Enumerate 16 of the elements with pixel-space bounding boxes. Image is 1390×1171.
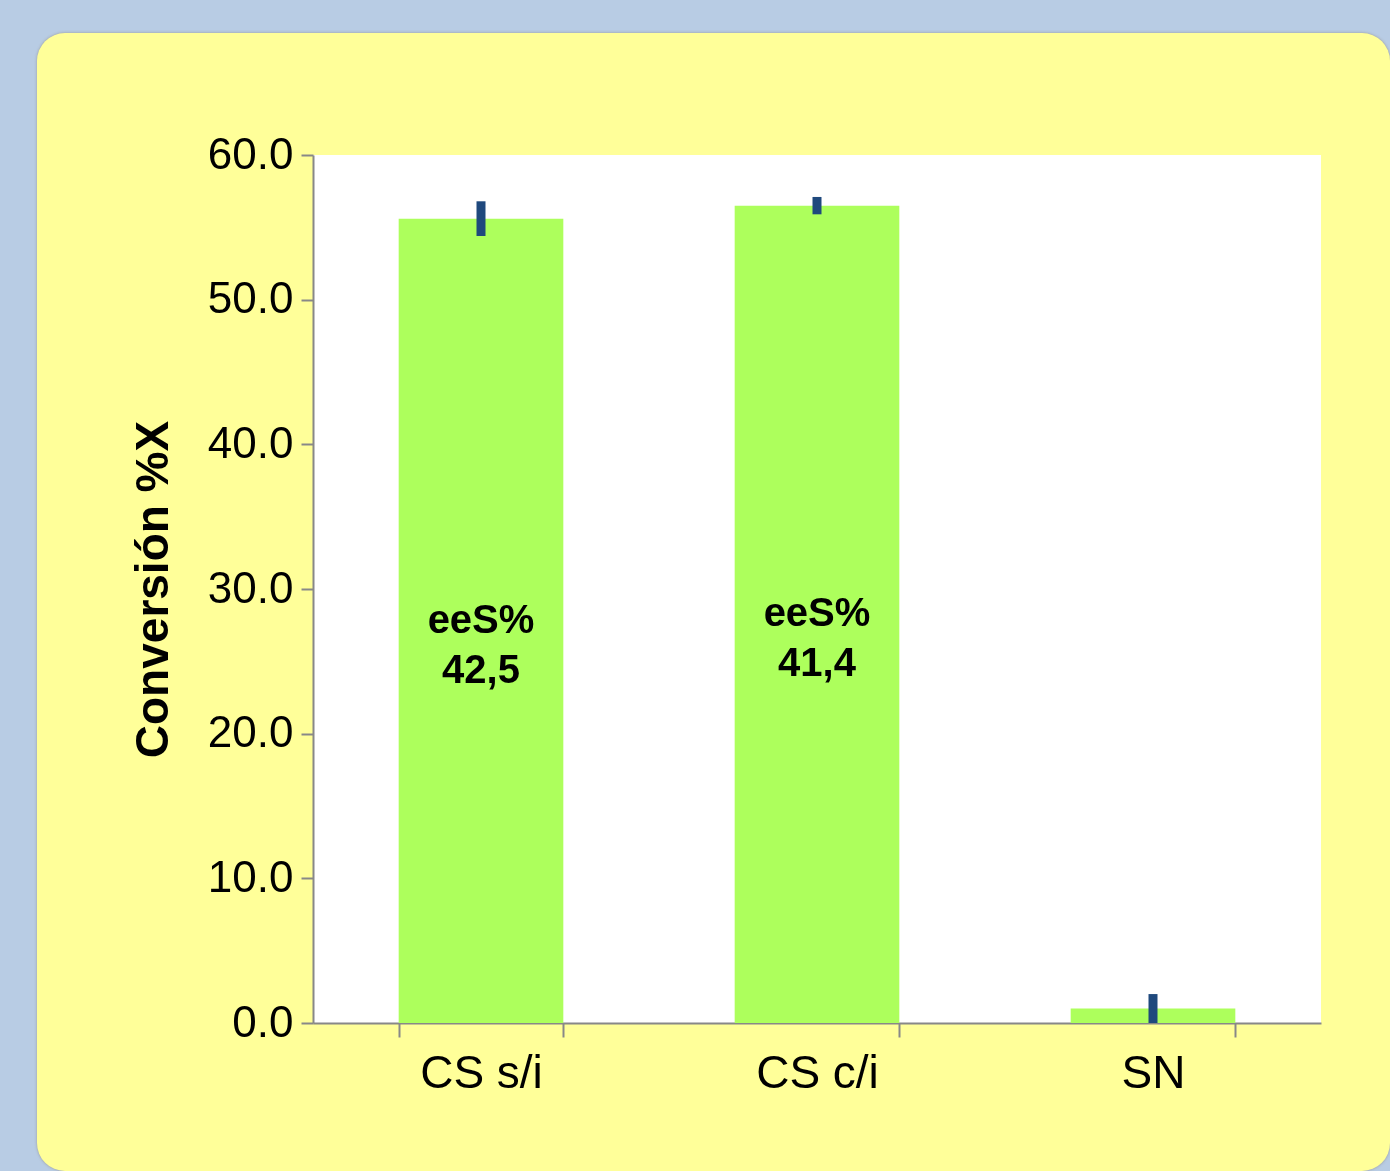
annotation: eeS% 41,4 bbox=[763, 590, 871, 685]
x-tick-label: SN bbox=[1121, 1045, 1186, 1098]
bar bbox=[734, 205, 900, 1023]
bar bbox=[1070, 1008, 1236, 1023]
x-tick-label: CS s/i bbox=[420, 1045, 543, 1098]
y-tick-label: 0.0 bbox=[232, 996, 294, 1046]
y-tick-label: 50.0 bbox=[207, 273, 294, 323]
y-tick-label: 60.0 bbox=[207, 128, 294, 178]
y-axis-title: Conversión %X bbox=[125, 420, 178, 759]
y-tick-label: 30.0 bbox=[207, 562, 294, 612]
y-tick-label: 40.0 bbox=[207, 417, 294, 467]
x-tick-label: CS c/i bbox=[756, 1045, 879, 1098]
y-tick-label: 20.0 bbox=[207, 707, 294, 757]
bar bbox=[398, 218, 564, 1023]
annotation: eeS% 42,5 bbox=[427, 596, 535, 691]
y-tick-label: 10.0 bbox=[207, 851, 294, 901]
